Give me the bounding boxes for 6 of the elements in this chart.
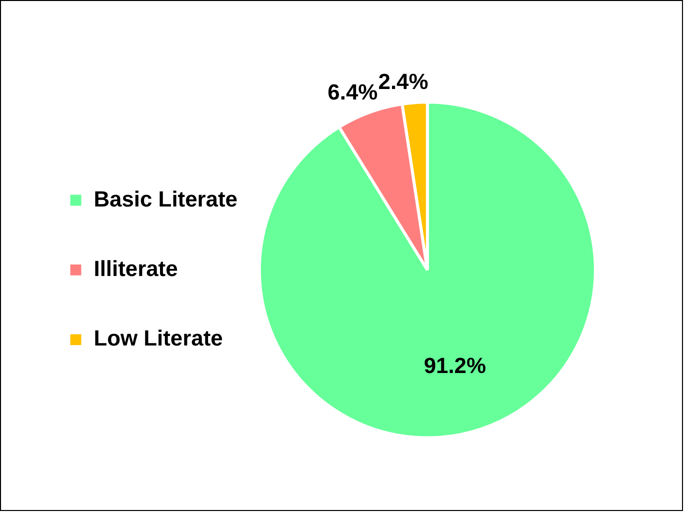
- data-label: 91.2%: [424, 352, 486, 378]
- data-label: 2.4%: [378, 68, 428, 94]
- legend-label: Basic Literate: [94, 186, 238, 212]
- legend-label: Low Literate: [94, 326, 223, 351]
- data-label: 6.4%: [328, 80, 378, 105]
- legend-label: Illiterate: [94, 256, 178, 281]
